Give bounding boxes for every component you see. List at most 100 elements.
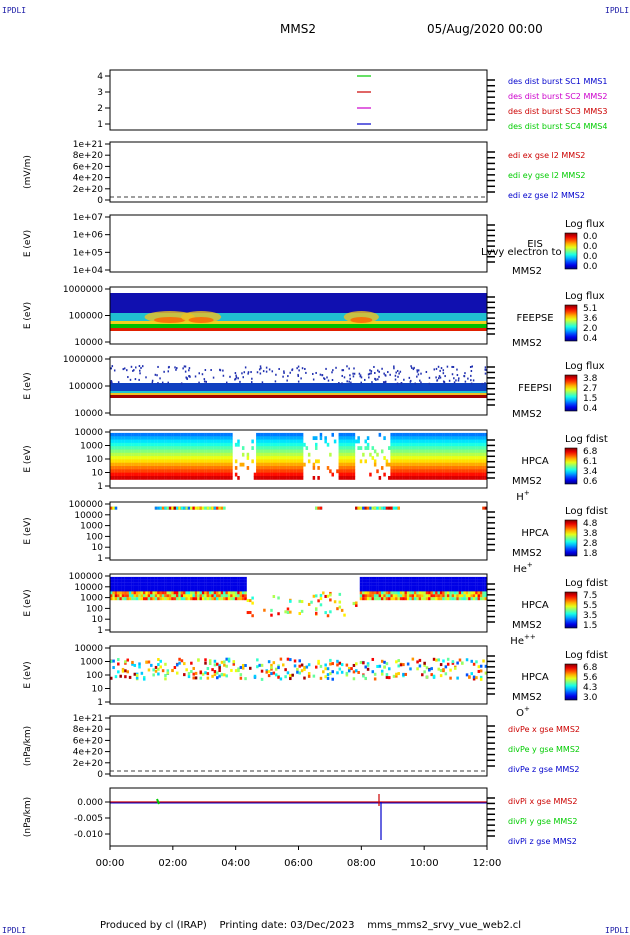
spectrogram-cell xyxy=(145,585,148,589)
spectrogram-cell xyxy=(135,456,139,460)
spectrogram-cell xyxy=(216,442,219,447)
spectrogram-cell xyxy=(199,588,203,592)
spectrogram-cell xyxy=(112,449,115,454)
spectrogram-cell xyxy=(284,610,287,614)
spectrogram-cell xyxy=(112,442,115,447)
spectrogram-speck xyxy=(451,365,453,368)
spectrogram-speck xyxy=(140,366,142,369)
colorbar-label: 0.4 xyxy=(583,404,598,414)
spectrogram-cell xyxy=(187,675,191,679)
legend-entry: edi ez gse l2 MMS2 xyxy=(508,191,585,200)
spectrogram-cell xyxy=(364,588,367,592)
spectrogram-cell xyxy=(399,472,403,477)
spectrogram-cell xyxy=(180,442,184,447)
spectrogram-cell xyxy=(345,466,349,470)
spectrogram-cell xyxy=(190,439,193,444)
spectrogram-cell xyxy=(314,459,318,464)
spectrogram-cell xyxy=(329,598,332,602)
spectrogram-cell xyxy=(388,597,391,601)
spectrogram-cell xyxy=(465,591,469,595)
spectrogram-speck xyxy=(360,381,362,384)
spectrogram-cell xyxy=(350,439,353,444)
spectrogram-cell xyxy=(265,459,269,464)
spectrogram-cell xyxy=(187,594,191,598)
spectrogram-cell xyxy=(446,475,450,480)
spectrogram-cell xyxy=(138,436,141,441)
spectrogram-cell xyxy=(124,466,127,470)
spectrogram-cell xyxy=(418,594,422,598)
spectrogram-cell xyxy=(159,579,162,583)
spectrogram-cell xyxy=(322,670,325,674)
spectrogram-cell xyxy=(465,475,469,480)
spectrogram-cell xyxy=(206,676,210,680)
spectrogram-cell xyxy=(168,436,172,441)
spectrogram-cell xyxy=(364,585,367,589)
spectrogram-cell xyxy=(296,442,299,447)
spectrogram-cell xyxy=(152,462,155,467)
spectrogram-cell xyxy=(171,591,174,595)
spectrogram-cell xyxy=(237,475,240,480)
spectrogram-cell xyxy=(482,469,485,474)
spectrogram-cell xyxy=(220,576,224,580)
spectrogram-cell xyxy=(133,449,137,454)
spectrogram-cell xyxy=(178,576,181,580)
spectrogram-cell xyxy=(484,442,488,447)
spectrogram-cell xyxy=(216,588,219,592)
spectrogram-cell xyxy=(270,436,273,441)
colorbar-label: 5.1 xyxy=(583,304,597,314)
spectrogram-cell xyxy=(430,579,433,583)
spectrogram-cell xyxy=(456,579,459,583)
spectrogram-cell xyxy=(241,666,245,670)
spectrogram-cell xyxy=(145,442,148,447)
spectrogram-cell xyxy=(416,472,419,477)
spectrogram-cell xyxy=(286,449,290,454)
spectrogram-cell xyxy=(446,585,450,589)
spectrogram-cell xyxy=(201,475,205,480)
spectrogram-cell xyxy=(218,582,221,586)
spectrogram-cell xyxy=(114,469,118,474)
spectrogram-cell xyxy=(237,582,240,586)
spectrogram-cell xyxy=(147,439,151,444)
species-label: He++ xyxy=(510,633,536,647)
spectrogram-cell xyxy=(164,579,167,583)
spectrogram-cell xyxy=(230,472,233,477)
spectrogram-cell xyxy=(131,462,134,467)
spectrogram-cell xyxy=(159,432,162,437)
spectrogram-cell xyxy=(119,582,122,586)
spectrogram-cell xyxy=(175,475,179,480)
spectrogram-speck xyxy=(396,369,399,372)
spectrogram-cell xyxy=(185,449,188,454)
spectrogram-cell xyxy=(197,585,200,589)
spectrogram-cell xyxy=(138,469,141,474)
spectrogram-cell xyxy=(425,446,429,450)
spectrogram-cell xyxy=(256,456,259,460)
spectrogram-cell xyxy=(406,594,410,598)
spectrogram-cell xyxy=(458,472,462,477)
spectrogram-cell xyxy=(274,446,278,450)
spectrogram-cell xyxy=(442,452,445,457)
spectrogram-cell xyxy=(112,597,115,601)
spectrogram-cell xyxy=(173,439,177,444)
spectrogram-cell xyxy=(267,436,271,441)
spectrogram-cell xyxy=(411,456,415,460)
spectrogram-cell xyxy=(402,456,405,460)
spectrogram-cell xyxy=(418,591,422,595)
spectrogram-cell xyxy=(142,456,146,460)
spectrogram-cell xyxy=(157,582,160,586)
spectrogram-cell xyxy=(442,576,445,580)
spectrogram-cell xyxy=(154,469,158,474)
spectrogram-cell xyxy=(392,469,396,474)
spectrogram-cell xyxy=(413,582,417,586)
spectrogram-cell xyxy=(199,591,203,595)
spectrogram-cell xyxy=(343,459,346,464)
spectrogram-cell xyxy=(157,432,160,437)
spectrogram-cell xyxy=(468,462,471,467)
spectrogram-cell xyxy=(168,576,172,580)
spectrogram-cell xyxy=(465,472,469,477)
spectrogram-cell xyxy=(232,597,236,601)
spectrogram-cell xyxy=(289,462,292,467)
spectrogram-band xyxy=(110,391,487,393)
spectrogram-cell xyxy=(307,602,311,606)
spectrogram-cell xyxy=(282,439,285,444)
spectrogram-cell xyxy=(465,456,469,460)
